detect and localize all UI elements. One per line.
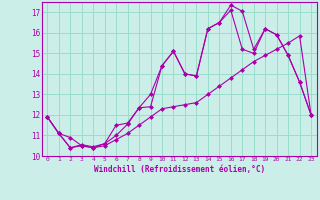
X-axis label: Windchill (Refroidissement éolien,°C): Windchill (Refroidissement éolien,°C) (94, 165, 265, 174)
